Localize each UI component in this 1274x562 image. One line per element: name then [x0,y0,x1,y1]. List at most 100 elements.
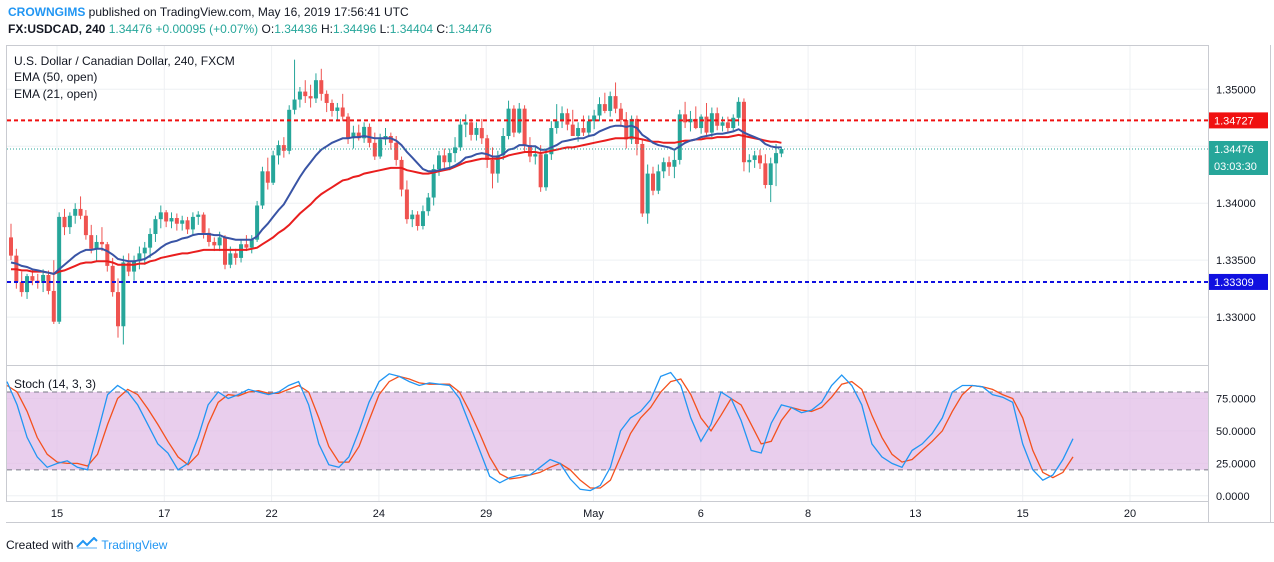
time-axis[interactable]: 15 17 22 24 29 May 6 8 13 15 20 [51,508,1136,520]
candle-body [570,124,575,137]
candle-body [164,212,169,222]
open-value: 1.34436 [274,22,318,36]
candle-body [228,253,233,265]
price-tick-label: 1.35000 [1216,84,1256,96]
resistance-tag-bg [1209,112,1268,129]
candle-body [174,218,179,224]
symbol-label: FX:USDCAD, 240 [8,22,106,36]
instrument-label: U.S. Dollar / Canadian Dollar, 240, FXCM [14,54,235,68]
change-value: +0.00095 (+0.07%) [155,22,259,36]
candle [774,143,779,187]
author-name[interactable]: CROWNGIMS [8,5,86,19]
candle [624,112,629,149]
candle-body [319,80,324,94]
candle-body [667,162,672,167]
candle-body [549,128,554,155]
candle [362,122,367,143]
time-tick-label: 8 [805,508,811,520]
candle [602,92,607,114]
candle-body [736,101,741,118]
candle-body [281,145,286,151]
resistance-tag: 1.34727 [1209,112,1268,129]
candle-body [447,153,452,163]
candle-body [458,124,463,148]
candle [634,115,639,156]
candle [388,132,393,150]
candle [763,154,768,189]
candle-body [661,162,666,172]
footer: Created with TradingView [6,536,168,552]
candle [260,166,265,209]
candle [426,192,431,216]
candle-body [180,220,185,224]
resistance-tag-text: 1.34727 [1214,115,1254,127]
candle [453,137,458,163]
candle-body [67,215,72,228]
candle-body [362,126,367,139]
price-tick-label: 1.33500 [1216,255,1256,267]
candle [276,140,281,165]
candle-body [372,142,377,157]
candle [725,116,730,133]
candle-body [752,155,757,160]
candle [324,90,329,113]
candle-body [522,108,527,146]
candle-body [420,211,425,227]
candle-body [479,128,484,139]
candle-body [651,173,655,191]
stoch-axis[interactable]: 75.0000 50.0000 25.0000 0.0000 [1216,393,1256,502]
candle-body [645,173,650,214]
candle-body [624,120,629,140]
candle-body [758,155,762,164]
candle [356,124,361,141]
candle [9,223,13,261]
candle [340,93,345,122]
candle-body [330,102,334,111]
stoch-d-line [6,375,1074,489]
tradingview-brand[interactable]: TradingView [101,537,168,552]
candle [458,118,463,151]
candle [212,237,217,252]
candle [313,73,318,103]
stoch-legend: Stoch (14, 3, 3) [14,377,96,391]
stoch-k-line [6,371,1074,492]
candle-body [533,154,538,157]
candle [121,255,126,345]
candle-body [83,215,88,236]
candle-body [356,132,361,139]
candle-body [629,118,634,140]
price-tags: 1.34727 1.33309 1.34476 03:03:30 [1209,112,1268,290]
candle-body [586,121,591,133]
candle-body [367,126,372,143]
time-tick-label: 29 [480,508,492,520]
candle-body [25,276,30,293]
close-value: 1.34476 [448,22,492,36]
candle [148,228,153,258]
candle [549,121,554,160]
candle-body [538,154,543,188]
tradingview-logo-icon[interactable] [76,536,99,552]
candle-body [99,241,104,245]
candle [383,128,388,146]
candle [330,99,334,117]
candle-body [335,107,340,111]
candle-body [260,171,265,206]
candle [190,212,195,236]
time-tick-label: 20 [1124,508,1136,520]
last-price-tag-bg [1209,140,1268,175]
candle [463,114,468,138]
candle-body [30,276,35,281]
candle-body [105,244,110,266]
candle-body [169,218,174,222]
candle [592,109,597,130]
candle-body [153,219,158,234]
candle-body [324,93,329,103]
candle [608,91,613,117]
candle-body [346,116,351,139]
candle [180,215,185,231]
chart-header: CROWNGIMS published on TradingView.com, … [8,4,492,38]
candle [758,149,762,170]
candle [233,248,238,265]
candle [404,180,409,224]
